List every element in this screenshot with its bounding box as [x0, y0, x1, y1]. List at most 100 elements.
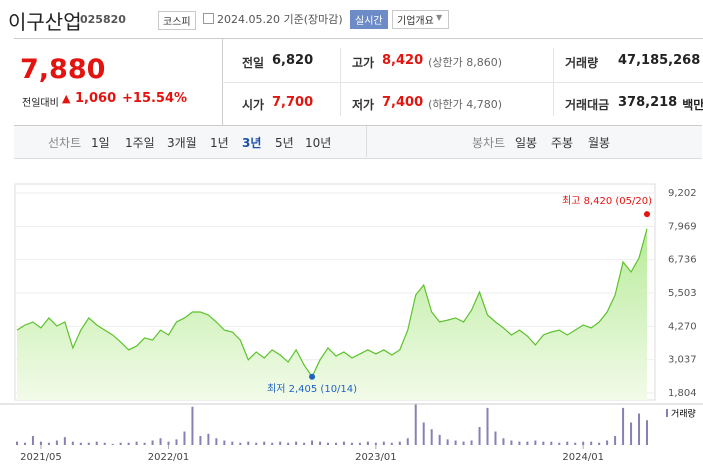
price-line	[16, 228, 648, 378]
volume-bar	[63, 437, 66, 445]
stat-value: 7,400	[382, 95, 424, 110]
volume-bar	[470, 440, 473, 445]
volume-bar	[55, 440, 58, 445]
change-label: 전일대비	[22, 98, 59, 109]
volume-bar	[47, 442, 50, 445]
line-chart-label: 선차트	[48, 136, 82, 150]
annotation-label: 최고 8,420 (05/20)	[562, 195, 652, 207]
stat-unit: 백만	[682, 98, 703, 112]
volume-bar	[574, 442, 577, 445]
y-tick-label: 3,037	[668, 355, 697, 366]
y-tick-label: 4,270	[668, 321, 697, 332]
volume-bar	[111, 443, 114, 445]
volume-bar	[223, 440, 226, 445]
volume-bar	[590, 441, 593, 445]
period-tab[interactable]: 3개월	[167, 136, 197, 150]
volume-bar	[327, 442, 330, 445]
volume-bar	[598, 442, 601, 445]
volume-bar	[446, 439, 449, 445]
volume-bar	[31, 436, 34, 445]
stat-value: 378,218	[618, 95, 678, 110]
volume-bar	[358, 442, 361, 445]
volume-bar	[350, 442, 353, 445]
candle-tab[interactable]: 주봉	[551, 136, 574, 150]
period-tab[interactable]: 10년	[305, 136, 332, 150]
volume-bar	[311, 440, 314, 445]
volume-bar	[191, 406, 194, 445]
volume-bar	[430, 429, 433, 445]
volume-bar	[510, 440, 513, 445]
period-tab[interactable]: 1일	[91, 136, 110, 150]
period-tab[interactable]: 1년	[210, 136, 229, 150]
volume-bar	[95, 441, 98, 445]
volume-bar	[334, 442, 337, 445]
volume-bar	[215, 438, 218, 445]
market-badge: 코스피	[158, 11, 196, 30]
candle-chart-label: 봉차트	[472, 136, 506, 150]
stat-label: 저가	[352, 98, 375, 112]
volume-bar	[646, 420, 648, 445]
period-tab[interactable]: 1주일	[125, 136, 155, 150]
annotation-dot	[309, 373, 316, 380]
stat-value: 47,185,268	[618, 53, 701, 68]
volume-bar	[486, 407, 489, 445]
y-tick-label: 1,804	[668, 388, 697, 399]
volume-bar	[606, 440, 609, 445]
volume-bar	[199, 436, 202, 445]
volume-bar	[478, 427, 481, 445]
date: 2024.05.20 기준(장마감)	[217, 13, 343, 26]
stat-note: (상한가 8,860)	[428, 56, 503, 69]
change: 1,060	[75, 91, 117, 106]
volume-bar	[398, 441, 401, 445]
volume-bar	[295, 441, 298, 445]
volume-bar	[390, 442, 393, 445]
volume-bar	[414, 404, 417, 445]
volume-bar	[231, 441, 234, 445]
stat-label: 고가	[352, 56, 375, 70]
volume-bar	[287, 442, 290, 445]
volume-bar	[263, 441, 266, 445]
period-tab[interactable]: 5년	[275, 136, 294, 150]
volume-bar	[175, 439, 178, 445]
calendar-icon	[203, 13, 214, 24]
volume-bar	[614, 436, 617, 445]
period-tab[interactable]: 3년	[242, 136, 262, 150]
volume-bar	[406, 438, 409, 445]
volume-bar	[87, 442, 90, 445]
stock-code: 025820	[80, 13, 126, 26]
x-tick-label: 2024/01	[562, 452, 604, 463]
price: 7,880	[20, 54, 106, 85]
volume-bar	[534, 440, 537, 445]
volume-bar	[79, 442, 82, 445]
dropdown-arrow: ▼	[436, 13, 443, 22]
tab-bar	[14, 125, 702, 159]
legend-swatch	[666, 409, 668, 417]
volume-bar	[319, 441, 322, 445]
company-button[interactable]: 기업개요	[392, 10, 449, 29]
volume-bar	[151, 440, 154, 445]
volume-bar	[374, 442, 377, 445]
legend-label: 거래량	[671, 408, 696, 420]
volume-bar	[462, 441, 465, 445]
divider	[553, 48, 554, 116]
volume-bar	[135, 441, 138, 445]
volume-bar	[207, 433, 210, 445]
divider	[14, 38, 703, 39]
volume-bar	[494, 431, 497, 445]
y-tick-label: 7,969	[668, 221, 697, 232]
candle-tab[interactable]: 일봉	[515, 136, 538, 150]
realtime-button[interactable]: 실시간	[350, 10, 388, 29]
x-tick-label: 2023/01	[355, 452, 397, 463]
volume-bar	[342, 441, 345, 445]
chart: 거래량 1,804 3,037 4,270 5,503 6,736 7,969 9,202 2…	[0, 183, 703, 463]
volume-bar	[502, 438, 505, 445]
volume-bar	[183, 431, 186, 445]
stat-label: 시가	[242, 98, 265, 112]
volume-bar	[279, 441, 282, 445]
volume-bar	[255, 442, 258, 445]
candle-tab[interactable]: 월봉	[588, 136, 611, 150]
annotation-dot	[644, 211, 650, 218]
volume-bar	[39, 441, 42, 445]
volume-bar	[422, 422, 425, 445]
